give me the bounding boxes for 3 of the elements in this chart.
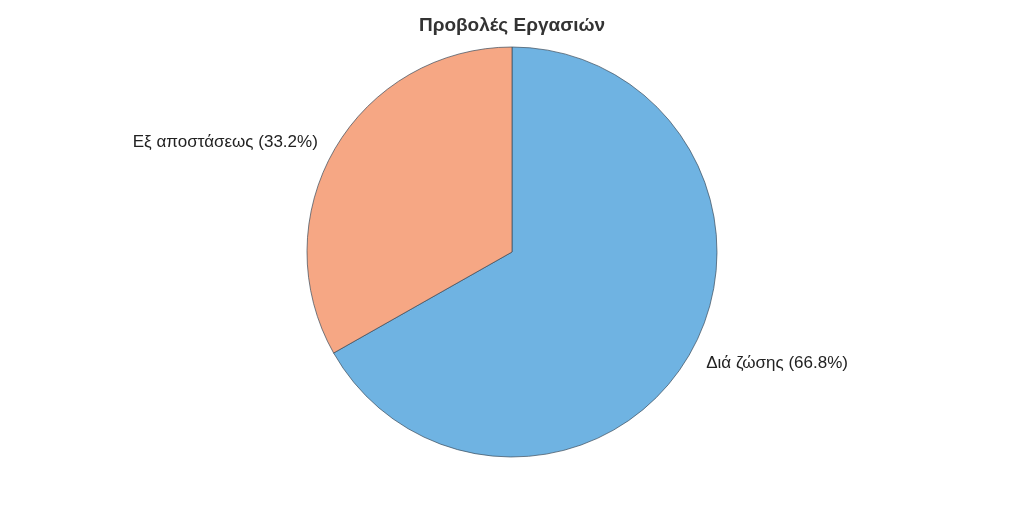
slice-label: Εξ αποστάσεως (33.2%) bbox=[132, 132, 318, 152]
chart-title: Προβολές Εργασιών bbox=[418, 14, 606, 35]
slice-label: Διά ζώσης (66.8%) bbox=[706, 352, 848, 372]
